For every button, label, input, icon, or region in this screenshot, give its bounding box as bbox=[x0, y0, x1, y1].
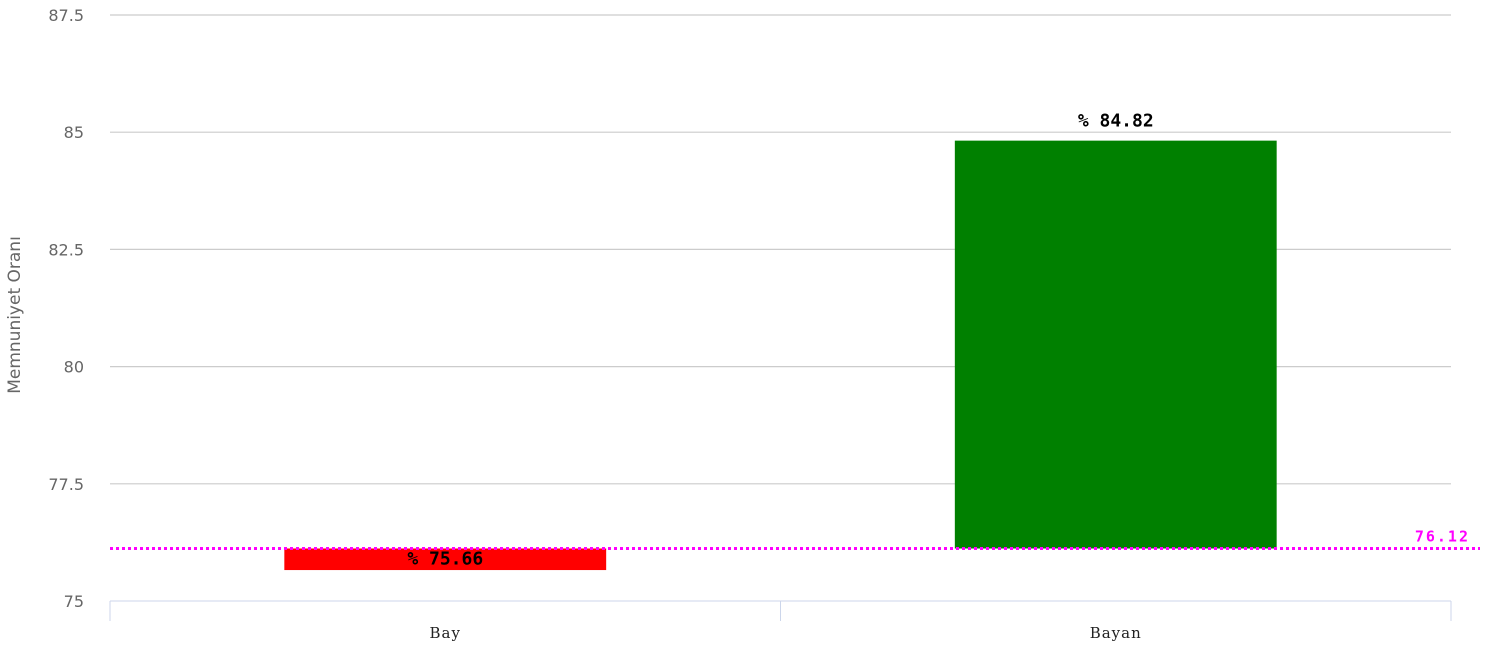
y-tick-label: 85 bbox=[64, 123, 84, 142]
y-tick-label: 75 bbox=[64, 592, 84, 611]
data-labels: % 75.66 % 84.82 bbox=[407, 111, 1153, 570]
y-axis-label: Memnuniyet Oranı bbox=[5, 236, 25, 394]
y-tick-label: 80 bbox=[64, 358, 84, 377]
data-label: % 84.82 bbox=[1078, 111, 1154, 132]
y-tick-label: 77.5 bbox=[48, 475, 84, 494]
x-tick-label: Bay bbox=[430, 624, 461, 642]
data-label: % 75.66 bbox=[407, 548, 483, 569]
x-axis: Bay Bayan bbox=[109, 600, 1452, 642]
bars bbox=[284, 140, 1277, 571]
bar-bay bbox=[284, 548, 607, 571]
bar-bayan bbox=[954, 140, 1277, 549]
y-tick-label: 87.5 bbox=[48, 6, 84, 25]
reference-line-group: 76.12 bbox=[110, 527, 1480, 550]
y-axis-ticks: 75 77.5 80 82.5 85 87.5 bbox=[48, 6, 84, 611]
y-tick-label: 82.5 bbox=[48, 240, 84, 259]
reference-line-label: 76.12 bbox=[1415, 527, 1470, 545]
x-tick-label: Bayan bbox=[1090, 624, 1142, 642]
